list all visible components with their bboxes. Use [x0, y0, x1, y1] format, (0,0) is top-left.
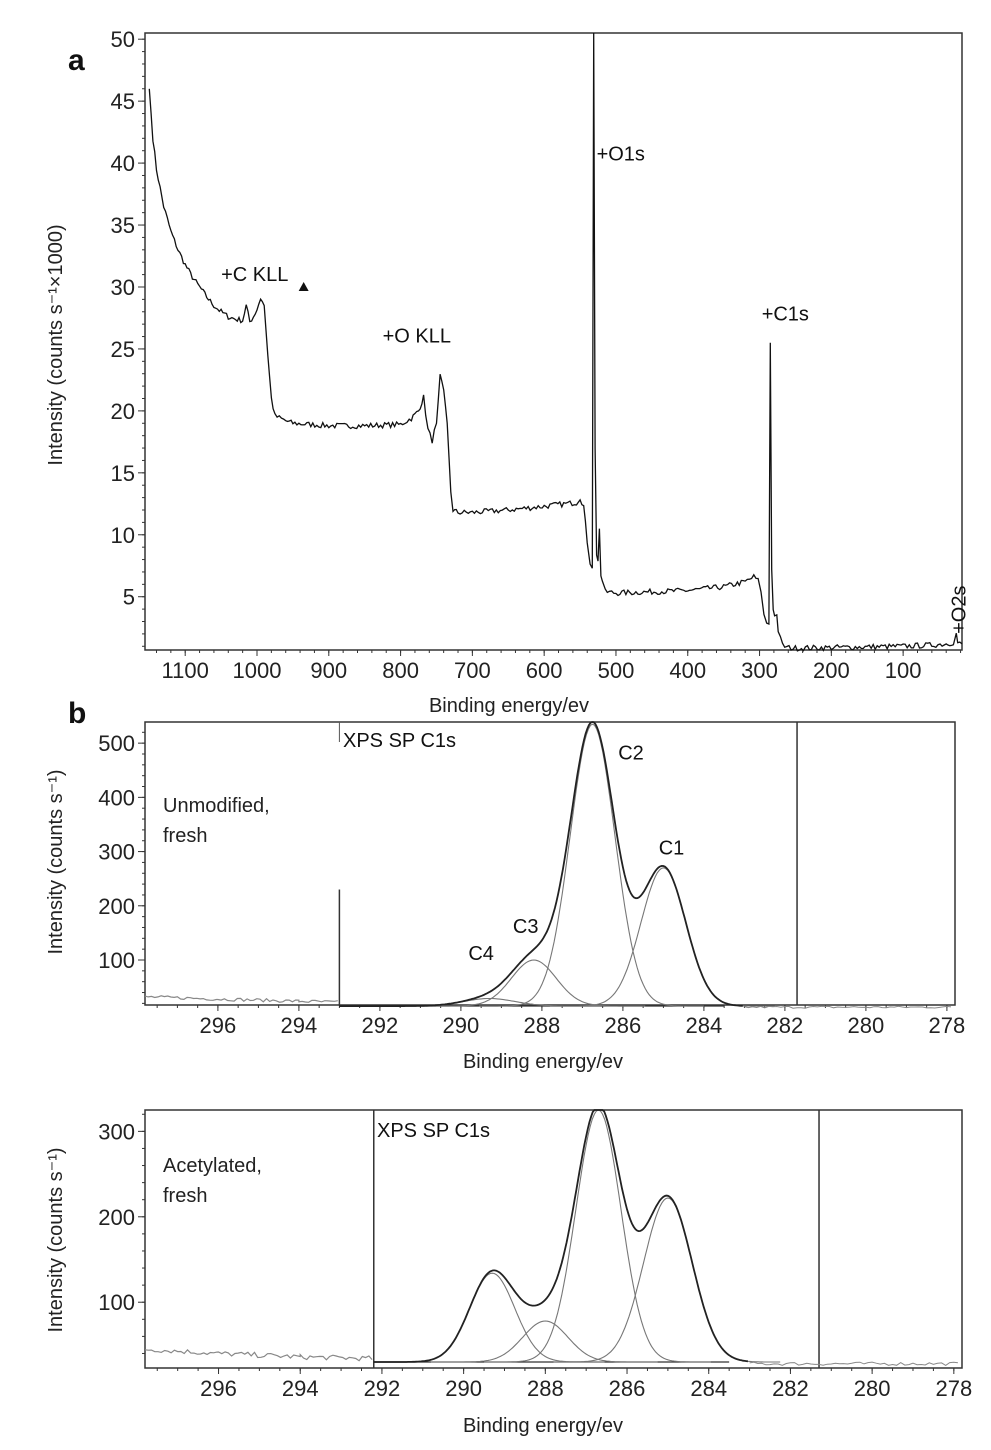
peak-annotation: +O2s: [949, 586, 971, 634]
y-tick-label: 20: [111, 399, 135, 424]
x-tick-label: 800: [382, 658, 419, 683]
y-tick-label: 25: [111, 337, 135, 362]
component-label: C2: [618, 742, 644, 764]
x-tick-label: 400: [669, 658, 706, 683]
y-tick-label: 10: [111, 523, 135, 548]
component-peak-C3: [420, 959, 646, 1007]
region-label: XPS SP C1s: [343, 730, 456, 752]
x-tick-label: 1000: [233, 658, 282, 683]
x-tick-label: 290: [443, 1013, 480, 1038]
raw-background-line: [144, 995, 338, 1003]
y-tick-label: 200: [98, 1205, 135, 1230]
plot-frame: [144, 1109, 963, 1369]
y-tick-label: 400: [98, 785, 135, 810]
x-tick-label: 1100: [162, 658, 209, 683]
x-tick-label: 296: [200, 1013, 237, 1038]
y-tick-label: 40: [111, 151, 135, 176]
component-label: C3: [513, 916, 539, 938]
x-tick-label: 286: [609, 1376, 646, 1401]
x-tick-label: 500: [598, 658, 635, 683]
y-tick-label: 100: [98, 1290, 135, 1315]
sample-label-line1: Acetylated,: [163, 1155, 262, 1177]
component-peak-C2: [479, 723, 704, 1007]
component-peak-P3: [430, 1320, 658, 1363]
component-peak-C1: [550, 867, 775, 1007]
x-tick-label: 278: [929, 1013, 966, 1038]
x-tick-label: 288: [527, 1376, 564, 1401]
panel-label-b: b: [68, 697, 86, 730]
x-tick-label: 286: [605, 1013, 642, 1038]
y-tick-label: 50: [111, 27, 135, 52]
y-tick-label: 300: [98, 1119, 135, 1144]
x-axis-label: Binding energy/ev: [463, 1415, 623, 1437]
x-tick-label: 292: [364, 1376, 401, 1401]
raw-background-line: [144, 1349, 373, 1362]
x-tick-label: 290: [445, 1376, 482, 1401]
x-axis-label: Binding energy/ev: [429, 695, 589, 717]
peak-annotation: +O KLL: [383, 326, 451, 348]
triangle-marker: [298, 281, 309, 291]
x-tick-label: 200: [813, 658, 850, 683]
x-tick-label: 296: [200, 1376, 237, 1401]
y-tick-label: 35: [111, 213, 135, 238]
y-tick-label: 100: [98, 948, 135, 973]
y-tick-label: 30: [111, 275, 135, 300]
x-tick-label: 300: [741, 658, 778, 683]
x-tick-label: 600: [526, 658, 563, 683]
component-peak-P4: [377, 1272, 605, 1363]
y-tick-label: 200: [98, 894, 135, 919]
component-label: C4: [468, 943, 494, 965]
x-tick-label: 282: [767, 1013, 804, 1038]
survey-spectrum-line: [148, 32, 963, 652]
y-axis-label: Intensity (counts s⁻¹): [45, 769, 67, 954]
peak-annotation: +C KLL: [221, 264, 288, 286]
panel-b-acetylated: Binding energy/ev Intensity (counts s⁻¹)…: [45, 1109, 972, 1437]
x-tick-label: 900: [310, 658, 347, 683]
component-label: C1: [659, 837, 685, 859]
sample-label-line1: Unmodified,: [163, 795, 270, 817]
x-tick-label: 294: [281, 1013, 318, 1038]
panel-b-unmodified: b Binding energy/ev Intensity (counts s⁻…: [45, 697, 965, 1073]
peak-annotation: +C1s: [762, 303, 809, 325]
y-axis-label: Intensity (counts s⁻¹): [45, 1147, 67, 1332]
sample-label-line2: fresh: [163, 1185, 207, 1207]
sample-label-line2: fresh: [163, 825, 207, 847]
x-tick-label: 100: [885, 658, 922, 683]
x-tick-label: 292: [362, 1013, 399, 1038]
plot-frame: [144, 32, 963, 651]
envelope-fit-line: [373, 1109, 749, 1363]
region-label: XPS SP C1s: [377, 1120, 490, 1142]
y-axis-label: Intensity (counts s⁻¹×1000): [45, 224, 67, 465]
y-tick-label: 15: [111, 461, 135, 486]
y-tick-label: 5: [123, 585, 135, 610]
panel-label-a: a: [68, 44, 85, 77]
plot-frame: [144, 721, 956, 1006]
x-tick-label: 284: [690, 1376, 727, 1401]
y-tick-label: 45: [111, 89, 135, 114]
peak-annotation: +O1s: [597, 144, 645, 166]
x-tick-label: 280: [854, 1376, 891, 1401]
x-tick-label: 282: [772, 1376, 809, 1401]
x-tick-label: 280: [848, 1013, 885, 1038]
envelope-fit-line: [339, 721, 743, 1007]
x-axis-label: Binding energy/ev: [463, 1051, 623, 1073]
x-tick-label: 284: [686, 1013, 723, 1038]
y-tick-label: 500: [98, 731, 135, 756]
raw-tail-line: [749, 1361, 958, 1366]
panel-a-survey-spectrum: a Binding energy/ev Intensity (counts s⁻…: [45, 27, 971, 717]
raw-tail-line: [744, 1005, 952, 1009]
x-tick-label: 288: [524, 1013, 561, 1038]
y-tick-label: 300: [98, 840, 135, 865]
x-tick-label: 294: [282, 1376, 319, 1401]
x-tick-label: 700: [454, 658, 491, 683]
x-tick-label: 278: [935, 1376, 972, 1401]
component-peak-P1: [553, 1197, 781, 1363]
component-peak-P2: [484, 1109, 711, 1363]
